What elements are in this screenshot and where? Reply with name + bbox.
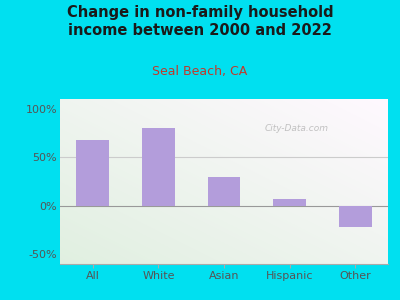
Bar (273, 199, 306, 206)
Bar (142, 128, 175, 206)
Text: Seal Beach, CA: Seal Beach, CA (152, 64, 248, 77)
Bar (339, 206, 372, 227)
Text: Change in non-family household
income between 2000 and 2022: Change in non-family household income be… (67, 4, 333, 38)
Bar (208, 177, 240, 206)
Text: City-Data.com: City-Data.com (264, 124, 328, 133)
Bar (76, 140, 109, 206)
